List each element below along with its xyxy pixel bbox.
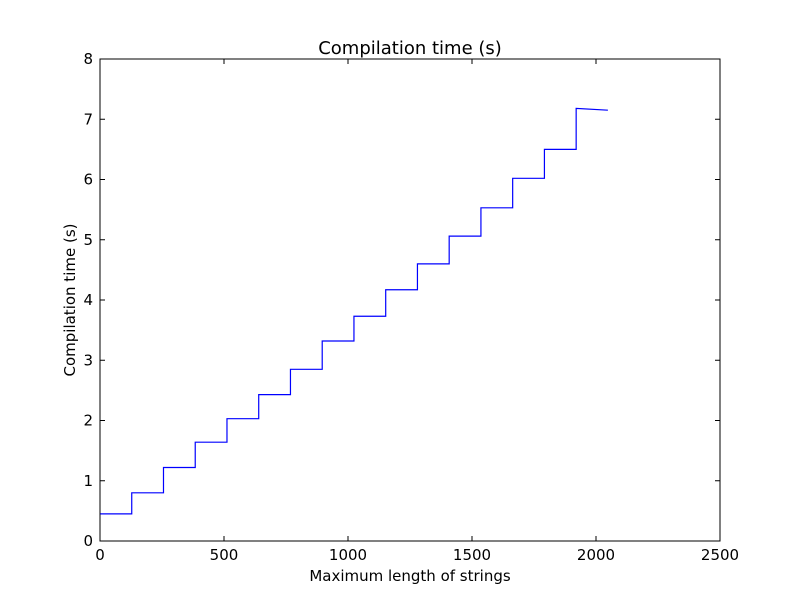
y-tick-label: 8 — [83, 50, 93, 68]
series-layer — [100, 107, 608, 515]
y-tick-label: 6 — [83, 171, 93, 189]
x-tick-label: 500 — [210, 546, 239, 564]
y-tick-label: 2 — [83, 412, 93, 430]
y-tick-label: 1 — [83, 472, 93, 490]
x-axis-label: Maximum length of strings — [309, 567, 511, 585]
y-tick-label: 3 — [83, 351, 93, 369]
y-tick-label: 5 — [83, 231, 93, 249]
x-tick-label: 2000 — [577, 546, 615, 564]
y-axis-label: Compilation time (s) — [61, 224, 79, 377]
series-line — [100, 107, 608, 515]
plot-frame — [99, 58, 721, 542]
x-tick-label: 1500 — [453, 546, 491, 564]
y-tick-label: 0 — [83, 532, 93, 550]
ticks: 0 500 1000 1500 2000 2500 0 1 2 3 4 5 6 7 8 — [83, 50, 739, 564]
x-tick-label: 1000 — [329, 546, 367, 564]
y-tick-label: 4 — [83, 291, 93, 309]
chart-title: Compilation time (s) — [318, 38, 502, 59]
x-tick-label: 2500 — [701, 546, 739, 564]
x-tick-label: 0 — [95, 546, 105, 564]
y-tick-label: 7 — [83, 110, 93, 128]
